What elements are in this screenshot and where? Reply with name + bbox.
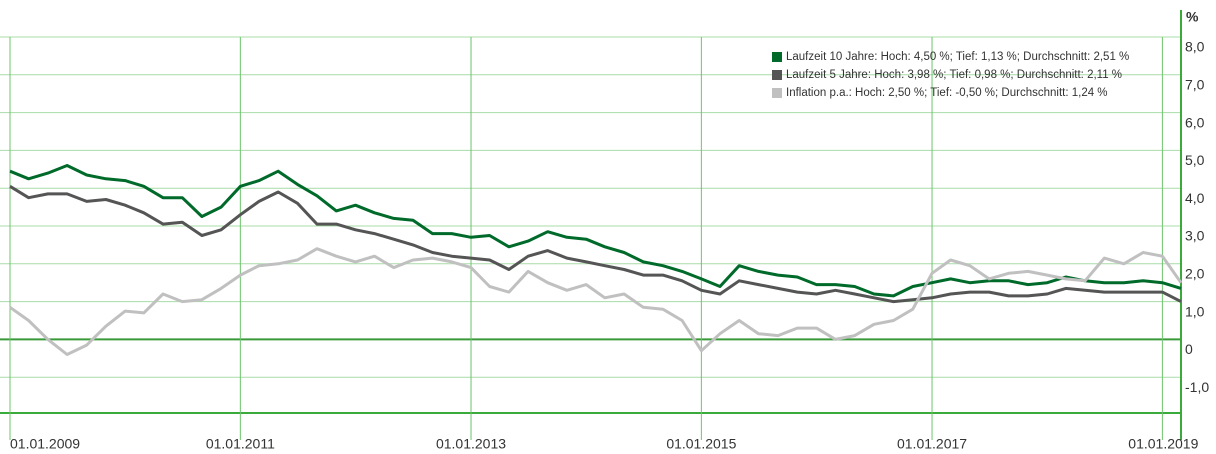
- y-tick-label: 6,0: [1185, 114, 1205, 130]
- x-tick-label: 01.01.2019: [1128, 436, 1198, 452]
- series-line: [9, 247, 1183, 356]
- legend-label: Laufzeit 5 Jahre: Hoch: 3,98 %; Tief: 0,…: [786, 69, 1122, 81]
- x-tick-label: 01.01.2013: [436, 436, 506, 452]
- y-tick-label: 3,0: [1185, 228, 1205, 244]
- y-tick-label: 4,0: [1185, 190, 1205, 206]
- x-tick-label: 01.01.2015: [666, 436, 736, 452]
- y-tick-label: 5,0: [1185, 152, 1205, 168]
- series-line: [9, 164, 1182, 298]
- x-tick-label: 01.01.2017: [897, 436, 967, 452]
- legend-label: Inflation p.a.: Hoch: 2,50 %; Tief: -0,5…: [786, 87, 1108, 99]
- legend-label: Laufzeit 10 Jahre: Hoch: 4,50 %; Tief: 1…: [786, 51, 1129, 63]
- y-tick-label: 8,0: [1185, 39, 1205, 55]
- series-line: [9, 185, 1182, 304]
- x-tick-label: 01.01.2009: [10, 436, 80, 452]
- y-tick-label: 2,0: [1185, 266, 1205, 282]
- legend-swatch: [772, 88, 782, 98]
- y-tick-label: -1,0: [1185, 379, 1209, 395]
- legend-swatch: [772, 52, 782, 62]
- y-tick-label: 1,0: [1185, 303, 1205, 319]
- legend-swatch: [772, 70, 782, 80]
- y-tick-label: 7,0: [1185, 77, 1205, 93]
- y-axis-label: %: [1186, 9, 1199, 25]
- y-tick-label: 0: [1185, 341, 1193, 357]
- x-tick-label: 01.01.2011: [206, 436, 275, 452]
